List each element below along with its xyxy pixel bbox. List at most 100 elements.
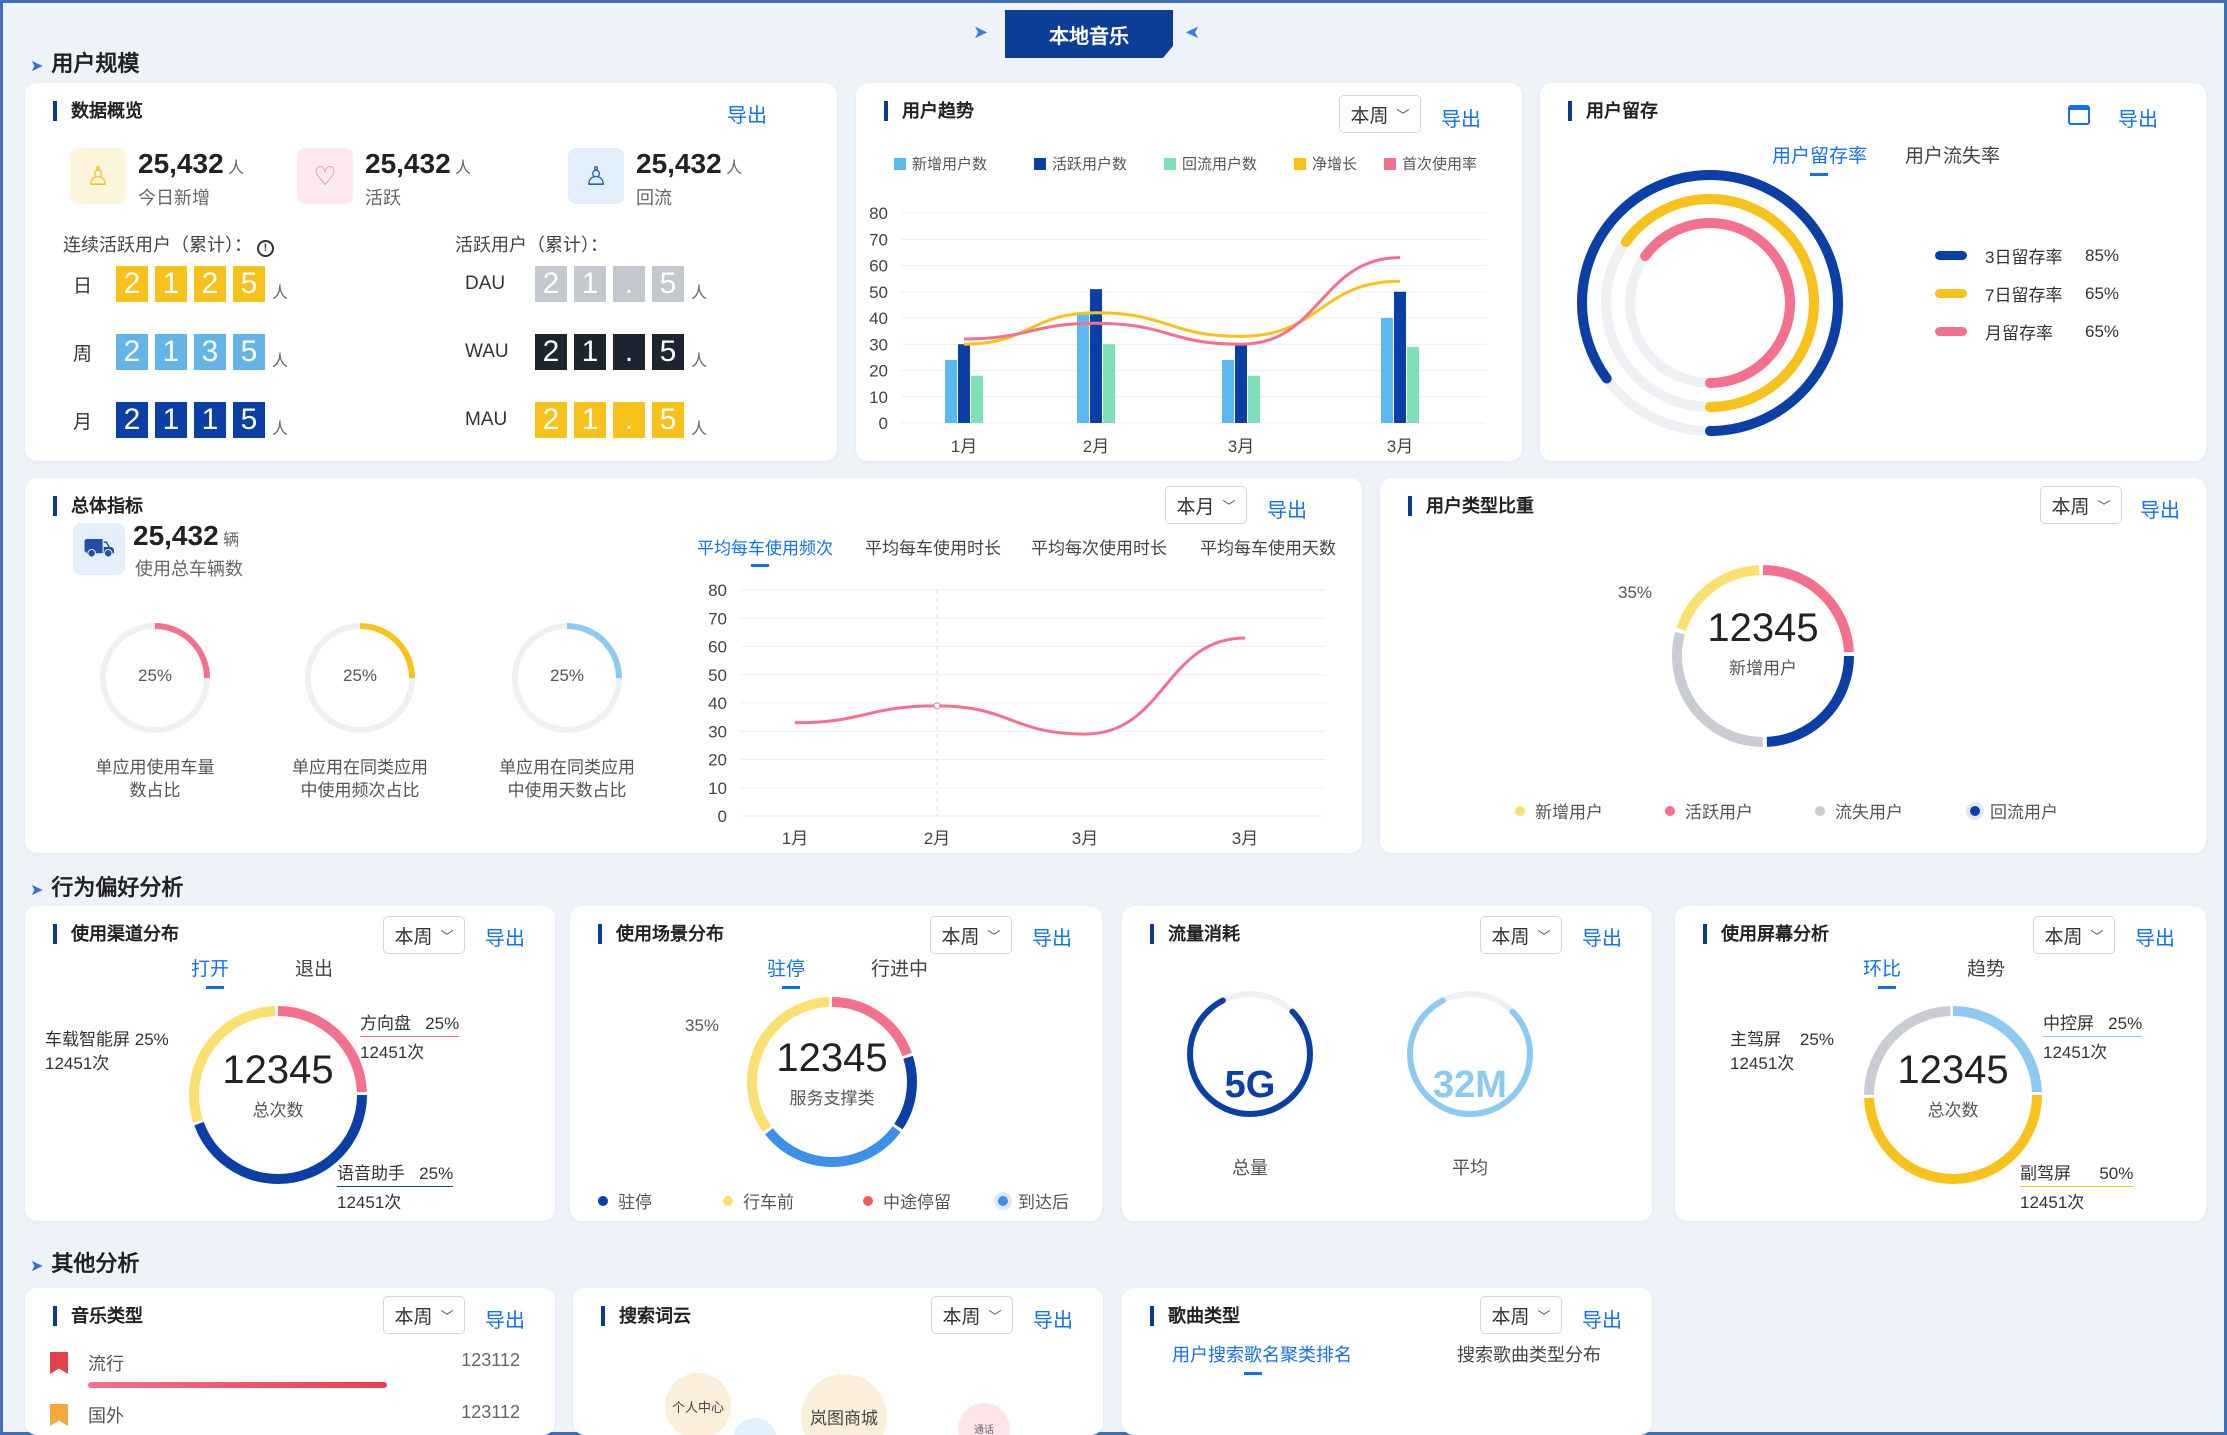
- tab-exit[interactable]: 退出: [295, 959, 334, 980]
- calendar-icon[interactable]: [2068, 105, 2090, 125]
- word-bubble[interactable]: 个人中心: [665, 1373, 731, 1435]
- totals-export-button[interactable]: 导出: [1267, 500, 1307, 522]
- header-title-tab[interactable]: 本地音乐: [1005, 10, 1173, 58]
- retention-export-button[interactable]: 导出: [2118, 109, 2158, 131]
- tab-song-type[interactable]: 搜索歌曲类型分布: [1457, 1345, 1601, 1365]
- tab-avg-duration[interactable]: 平均每车使用时长: [865, 539, 1001, 558]
- ring-progress: [1625, 218, 1795, 388]
- chevron-down-icon: ﹀: [2097, 498, 2111, 514]
- trend-period-select[interactable]: 本周 ﹀: [1339, 95, 1421, 133]
- y-tick-label: 80: [869, 204, 888, 223]
- tab-avg-frequency[interactable]: 平均每车使用频次: [697, 534, 833, 567]
- bar: [1077, 312, 1089, 423]
- ann-name: 方向盘: [360, 1014, 411, 1033]
- y-tick-label: 40: [869, 309, 888, 328]
- search-export-button[interactable]: 导出: [1033, 1310, 1073, 1332]
- channel-annotation-3: 语音助手 25%: [337, 1162, 454, 1187]
- y-tick-label: 50: [869, 283, 888, 302]
- traffic-title: 流量消耗: [1150, 924, 1240, 944]
- user-add-icon: ♙: [70, 148, 126, 204]
- retention-legend-item: 7日留存率 65%: [1935, 281, 2119, 306]
- ann-pct: 50%: [2099, 1164, 2134, 1183]
- songtype-export-button[interactable]: 导出: [1582, 1310, 1622, 1332]
- screen-export-button[interactable]: 导出: [2135, 928, 2175, 950]
- info-icon[interactable]: !: [257, 240, 275, 257]
- channel-annotation-2: 方向盘 25%: [360, 1012, 460, 1037]
- channel-center-value: 12345: [222, 1048, 334, 1092]
- scene-card: 使用场景分布 本周 ﹀ 导出 驻停 行进中 35% 12345 服务支撑类 驻停行…: [570, 906, 1102, 1221]
- usertype-legend-item: 回流用户: [1970, 798, 2058, 823]
- digit-box: 1: [155, 334, 187, 370]
- y-tick-label: 70: [708, 609, 727, 628]
- traffic-export-button[interactable]: 导出: [1582, 928, 1622, 950]
- totals-period-select[interactable]: 本月 ﹀: [1165, 486, 1247, 524]
- bar: [958, 344, 970, 423]
- gauge-value: 25%: [137, 666, 173, 685]
- overview-export-button[interactable]: 导出: [727, 105, 767, 127]
- tab-moving[interactable]: 行进中: [871, 959, 929, 980]
- usertype-period-select[interactable]: 本周 ﹀: [2040, 486, 2122, 524]
- tab-churn-rate[interactable]: 用户流失率: [1905, 146, 2001, 167]
- word-bubble[interactable]: 通话: [958, 1403, 1010, 1435]
- legend-label: 活跃用户: [1685, 803, 1753, 822]
- screen-annotation-1: 主驾屏 25% 12451次: [1730, 1028, 1834, 1076]
- y-tick-label: 60: [708, 638, 727, 657]
- overview-title: 数据概览: [53, 101, 143, 121]
- search-title: 搜索词云: [601, 1306, 691, 1326]
- channel-export-button[interactable]: 导出: [485, 928, 525, 950]
- trend-export-button[interactable]: 导出: [1441, 109, 1481, 131]
- section-arrow-icon: ➤: [30, 58, 44, 75]
- word-bubble[interactable]: 岚图商城: [801, 1374, 887, 1435]
- stat-active-value-wrap: 25,432 人: [365, 148, 471, 180]
- stat-return: ♙ 25,432 人 回流: [568, 148, 778, 208]
- musictype-export-button[interactable]: 导出: [485, 1310, 525, 1332]
- screen-period-select[interactable]: 本周 ﹀: [2033, 916, 2115, 954]
- percent-gauge: 25% 单应用使用车量 数占比: [55, 618, 255, 818]
- series-line: [963, 279, 1401, 346]
- tab-song-cluster[interactable]: 用户搜索歌名聚类排名: [1172, 1341, 1352, 1375]
- legend-dot: [1515, 805, 1525, 816]
- digit-box: 5: [233, 334, 265, 370]
- tab-mom[interactable]: 环比: [1863, 954, 1901, 989]
- ann-name: 语音助手: [337, 1164, 405, 1183]
- usertype-legend-item: 流失用户: [1815, 798, 1903, 823]
- usertype-export-button[interactable]: 导出: [2140, 500, 2180, 522]
- search-card: 搜索词云 本周 ﹀ 导出 个人中心 岚图商城 通话: [573, 1288, 1103, 1435]
- percent-gauge: 25% 单应用在同类应用 中使用天数占比: [467, 618, 667, 818]
- user-return-icon: ♙: [568, 148, 624, 204]
- digit-box: 2: [535, 402, 567, 438]
- scene-period-select[interactable]: 本周 ﹀: [930, 916, 1012, 954]
- bar: [1407, 346, 1419, 423]
- songtype-period-select[interactable]: 本周 ﹀: [1480, 1296, 1562, 1334]
- totals-card: 总体指标 本月 ﹀ 导出 ⛟ 25,432 辆 使用总车辆数 25% 单应用使用车量…: [25, 478, 1362, 853]
- stat-new-value-wrap: 25,432 人: [138, 148, 244, 180]
- legend-label: 7日留存率: [1985, 286, 2063, 305]
- channel-period-select[interactable]: 本周 ﹀: [383, 916, 465, 954]
- tab-avg-session[interactable]: 平均每次使用时长: [1031, 539, 1167, 558]
- chevron-down-icon: ﹀: [440, 1308, 454, 1324]
- x-tick-label: 3月: [1072, 829, 1098, 848]
- digit-box: 5: [652, 334, 684, 370]
- legend-label: 中途停留: [883, 1193, 951, 1212]
- tab-trend[interactable]: 趋势: [1967, 959, 2006, 980]
- tab-open[interactable]: 打开: [191, 954, 229, 989]
- search-period-select[interactable]: 本周 ﹀: [931, 1296, 1013, 1334]
- retention-legend-item: 月留存率 65%: [1935, 319, 2119, 344]
- tab-parked[interactable]: 驻停: [767, 954, 805, 989]
- tab-retention-rate[interactable]: 用户留存率: [1772, 141, 1867, 176]
- musictype-period-select[interactable]: 本周 ﹀: [383, 1296, 465, 1334]
- trend-chart: 新增用户数 活跃用户数 回流用户数 净增长 首次使用率 0 10 20 30 40 50 60 70 80…: [869, 156, 1486, 456]
- gauge-value: 25%: [549, 666, 585, 685]
- digit-row-unit: 人: [691, 353, 708, 370]
- scene-export-button[interactable]: 导出: [1032, 928, 1072, 950]
- scene-legend-item: 中途停留: [863, 1188, 951, 1213]
- legend-value: 85%: [2085, 245, 2120, 265]
- ann-pct: 25%: [134, 1030, 169, 1049]
- traffic-period-select[interactable]: 本周 ﹀: [1480, 916, 1562, 954]
- tab-avg-days[interactable]: 平均每车使用天数: [1200, 539, 1336, 558]
- chevron-down-icon: ﹀: [1537, 1308, 1551, 1324]
- screen-card: 使用屏幕分析 本周 ﹀ 导出 环比 趋势 12345 总次数 主驾屏 25% 124…: [1675, 906, 2206, 1221]
- donut-segment: [747, 997, 917, 1167]
- channel-annotation-3-count: 12451次: [337, 1193, 402, 1212]
